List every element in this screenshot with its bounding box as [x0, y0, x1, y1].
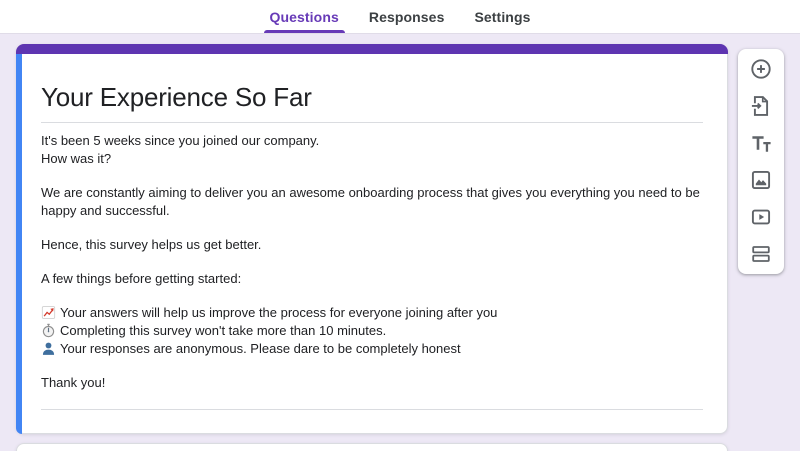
import-questions-icon — [749, 94, 773, 118]
description-line: How was it? — [41, 151, 112, 166]
tab-responses[interactable]: Responses — [363, 0, 451, 33]
stopwatch-emoji — [41, 323, 56, 338]
bullet-text: Your responses are anonymous. Please dar… — [60, 341, 461, 356]
bullet-line: Completing this survey won't take more t… — [41, 322, 703, 340]
bullet-text: Your answers will help us improve the pr… — [60, 305, 498, 320]
description-underline — [41, 409, 703, 410]
form-canvas: Your Experience So Far It's been 5 weeks… — [0, 33, 800, 451]
description-line: It's been 5 weeks since you joined our c… — [41, 133, 320, 148]
chart-increasing-emoji — [41, 305, 56, 320]
bust-in-silhouette-emoji — [41, 341, 56, 356]
theme-header-bar — [16, 44, 728, 54]
tab-questions[interactable]: Questions — [263, 0, 345, 33]
add-section-button[interactable] — [749, 242, 773, 266]
add-video-button[interactable] — [749, 205, 773, 229]
add-title-description-icon — [749, 131, 773, 155]
form-title-card-content: Your Experience So Far It's been 5 weeks… — [17, 45, 727, 410]
selected-item-indicator — [16, 54, 22, 434]
bullet-line: Your responses are anonymous. Please dar… — [41, 340, 703, 358]
active-tab-indicator — [263, 30, 345, 33]
tab-settings-label: Settings — [474, 8, 531, 25]
tab-questions-label: Questions — [269, 8, 339, 25]
form-description[interactable]: It's been 5 weeks since you joined our c… — [41, 132, 703, 392]
description-bullets: Your answers will help us improve the pr… — [41, 304, 703, 358]
description-paragraph: Thank you! — [41, 375, 106, 390]
tab-bar: Questions Responses Settings — [0, 0, 800, 33]
title-underline — [41, 122, 703, 123]
form-title-card[interactable]: Your Experience So Far It's been 5 weeks… — [16, 44, 728, 434]
bullet-text: Completing this survey won't take more t… — [60, 323, 387, 338]
add-video-icon — [749, 205, 773, 229]
bullet-line: Your answers will help us improve the pr… — [41, 304, 703, 322]
form-title[interactable]: Your Experience So Far — [41, 82, 312, 112]
description-paragraph: A few things before getting started: — [41, 271, 242, 286]
tab-responses-label: Responses — [368, 8, 445, 25]
tab-settings[interactable]: Settings — [468, 0, 536, 33]
add-question-button[interactable] — [749, 57, 773, 81]
description-paragraph: We are constantly aiming to deliver you … — [41, 185, 700, 218]
tabs: Questions Responses Settings — [255, 0, 546, 33]
add-image-icon — [749, 168, 773, 192]
next-question-card[interactable] — [16, 443, 728, 451]
add-title-description-button[interactable] — [749, 131, 773, 155]
add-image-button[interactable] — [749, 168, 773, 192]
floating-toolbar — [738, 49, 784, 274]
import-questions-button[interactable] — [749, 94, 773, 118]
description-paragraph: It's been 5 weeks since you joined our c… — [41, 132, 703, 168]
add-section-icon — [749, 242, 773, 266]
description-paragraph: Hence, this survey helps us get better. — [41, 237, 262, 252]
add-question-icon — [749, 57, 773, 81]
